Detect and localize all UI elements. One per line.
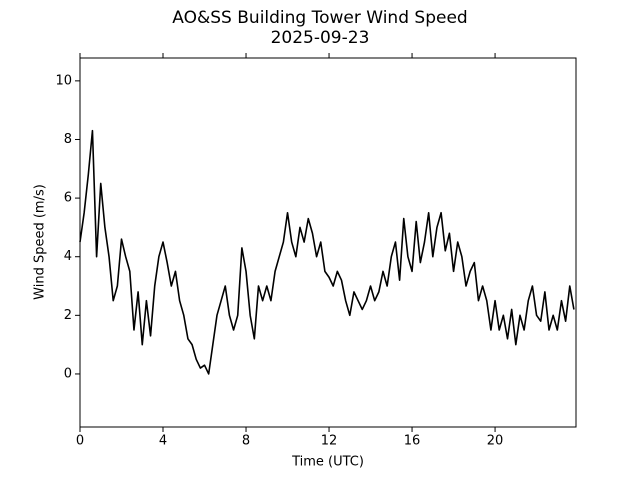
y-tick-label: 8 <box>64 132 72 147</box>
y-tick-label: 10 <box>55 73 72 88</box>
x-tick-label: 20 <box>487 434 504 449</box>
x-tick-label: 0 <box>76 434 84 449</box>
data-line <box>79 129 575 375</box>
chart-subtitle: 2025-09-23 <box>271 28 370 48</box>
x-axis-label: Time (UTC) <box>291 455 364 470</box>
y-axis-label: Wind Speed (m/s) <box>33 184 48 300</box>
y-tick-label: 0 <box>64 366 72 381</box>
chart-title: AO&SS Building Tower Wind Speed <box>172 8 467 28</box>
x-tick-label: 8 <box>242 434 250 449</box>
y-tick-label: 6 <box>64 191 72 206</box>
plot-frame <box>79 57 577 428</box>
y-tick-label: 2 <box>64 308 72 323</box>
y-tick-label: 4 <box>64 249 72 264</box>
x-tick-label: 12 <box>321 434 338 449</box>
x-tick-label: 16 <box>404 434 421 449</box>
x-tick-label: 4 <box>159 434 167 449</box>
